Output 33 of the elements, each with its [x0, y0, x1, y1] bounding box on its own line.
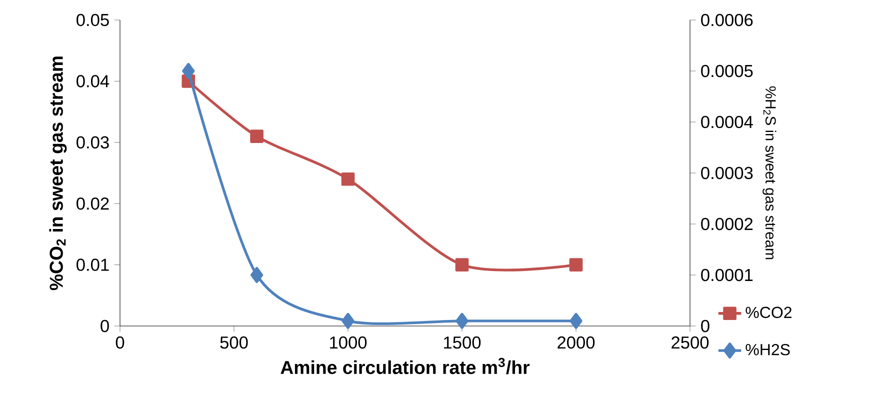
x-axis-title: Amine circulation rate m$^{3}$/hr — [280, 358, 530, 374]
legend-label: %CO2 — [746, 306, 792, 318]
x-tick-label: 1000 — [330, 336, 367, 349]
point — [569, 258, 583, 272]
point — [342, 312, 354, 329]
y-tick-label: 0.04 — [76, 75, 110, 88]
point — [455, 258, 469, 272]
y2-tick-label: 0.0002 — [701, 218, 753, 230]
y2-tick-label: 0.0001 — [701, 268, 753, 282]
x-tick-label: 2000 — [558, 336, 595, 349]
y2-tick-label: 0 — [701, 320, 710, 332]
y-tick-label: 0.02 — [76, 197, 109, 210]
x-tick-label: 2500 — [672, 336, 709, 349]
y2-tick-label: 0.0003 — [701, 166, 753, 180]
point — [250, 266, 264, 283]
y-tick-label: 0.05 — [76, 14, 109, 26]
point — [182, 63, 195, 80]
y2-axis-title: %H$_{2}$S in sweet gas stream — [762, 86, 776, 260]
y-tick-label: 0.03 — [76, 136, 109, 149]
y-tick-label: 0 — [100, 320, 109, 332]
y2-tick-label: 0.0004 — [701, 116, 753, 128]
y2-tick-label: 0.0005 — [701, 64, 753, 78]
x-tick-label: 500 — [220, 336, 248, 349]
point — [570, 312, 582, 329]
point — [341, 172, 355, 186]
y-tick-label: 0.01 — [76, 258, 109, 271]
point — [456, 312, 468, 329]
x-tick-label: 1500 — [444, 336, 481, 349]
x-tick-label: 0 — [116, 336, 124, 349]
y-axis-title: %CO$_{2}$ in sweet gas stream — [49, 56, 67, 290]
y2-tick-label: 0.0006 — [701, 14, 753, 26]
point — [250, 130, 264, 143]
legend-label: %H2S — [746, 344, 790, 356]
